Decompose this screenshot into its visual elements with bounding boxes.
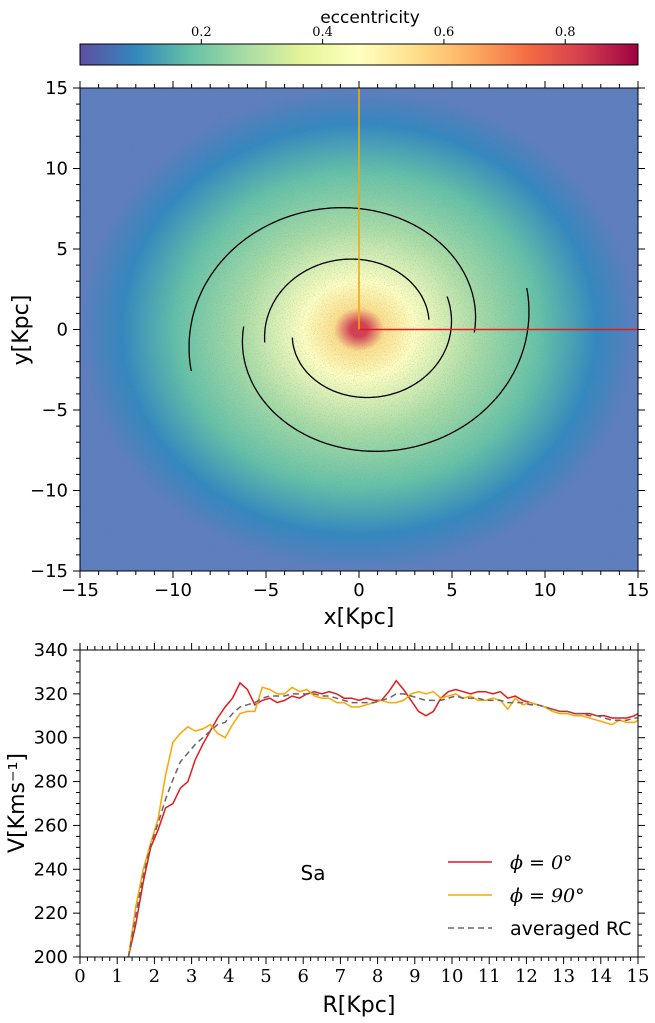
colorbar-label: eccentricity bbox=[320, 8, 420, 28]
rc-y-tick-label: 240 bbox=[34, 859, 68, 880]
rc-x-tick-label: 6 bbox=[297, 966, 308, 987]
x-tick-label: −10 bbox=[154, 580, 192, 601]
x-tick-label: 10 bbox=[534, 580, 557, 601]
y-tick-label: 5 bbox=[57, 239, 68, 260]
scatter-x-label: x[Kpc] bbox=[324, 605, 395, 630]
rc-series-line-0 bbox=[127, 679, 638, 957]
colorbar-tick-label: 0.6 bbox=[434, 25, 455, 40]
rc-y-tick-label: 340 bbox=[34, 640, 68, 661]
rc-y-tick-label: 200 bbox=[34, 947, 68, 968]
rc-x-tick-label: 7 bbox=[335, 966, 346, 987]
scatter-panel: −15 −10 −5 0 5 10 15 −15 −10 −5 0 5 10 15 x[Kpc] y[Kp… bbox=[9, 78, 649, 630]
rc-x-tick-label: 11 bbox=[478, 966, 501, 987]
rc-x-tick-label: 13 bbox=[552, 966, 575, 987]
y-tick-label: −10 bbox=[30, 481, 68, 502]
y-tick-label: −15 bbox=[30, 561, 68, 582]
scatter-axes: −15 −10 −5 0 5 10 15 −15 −10 −5 0 5 10 15 bbox=[30, 78, 649, 601]
legend-label-2: averaged RC bbox=[510, 918, 631, 940]
rc-series-line-1 bbox=[127, 686, 638, 957]
rc-x-tick-label: 3 bbox=[186, 966, 197, 987]
colorbar-tick-label: 0.4 bbox=[312, 25, 333, 40]
x-tick-label: 5 bbox=[446, 580, 457, 601]
rc-x-tick-label: 1 bbox=[111, 966, 122, 987]
rc-y-tick-label: 300 bbox=[34, 728, 68, 749]
rc-x-tick-label: 12 bbox=[515, 966, 538, 987]
legend-label-0: ϕ = 0° bbox=[510, 852, 573, 874]
colorbar-ticks: 0.2 0.4 0.6 0.8 bbox=[191, 25, 576, 44]
x-tick-label: 15 bbox=[627, 580, 650, 601]
spiral-arm-inner-2 bbox=[291, 296, 453, 399]
legend-label-1: ϕ = 90° bbox=[510, 885, 585, 907]
colorbar: eccentricity 0.2 0.4 0.6 0.8 bbox=[79, 8, 639, 66]
rc-y-label: V[Kms⁻¹] bbox=[5, 753, 30, 853]
rc-x-tick-label: 0 bbox=[74, 966, 85, 987]
rc-plot-area bbox=[80, 650, 638, 957]
rc-x-tick-label: 2 bbox=[149, 966, 160, 987]
x-tick-label: −15 bbox=[61, 580, 99, 601]
rotation-curve-panel: 0 1 2 3 4 5 6 7 8 9 10 11 12 13 14 15200220240260280300… bbox=[5, 640, 649, 1018]
rc-x-tick-label: 5 bbox=[260, 966, 271, 987]
spiral-arm-outer-2 bbox=[241, 287, 530, 452]
colorbar-tick-label: 0.2 bbox=[191, 25, 212, 40]
rc-y-tick-label: 260 bbox=[34, 815, 68, 836]
spiral-arm-outer bbox=[188, 207, 477, 372]
rc-y-tick-label: 280 bbox=[34, 772, 68, 793]
y-tick-label: −5 bbox=[41, 400, 68, 421]
rc-series bbox=[127, 679, 638, 957]
rc-legend: ϕ = 0° ϕ = 90° averaged RC bbox=[448, 852, 631, 940]
overlay-lines bbox=[188, 88, 638, 452]
rc-x-tick-label: 8 bbox=[372, 966, 383, 987]
colorbar-gradient bbox=[79, 43, 639, 66]
scatter-y-label: y[Kpc] bbox=[9, 295, 34, 366]
rc-x-tick-label: 14 bbox=[589, 966, 612, 987]
spiral-arm-inner bbox=[263, 258, 430, 343]
rc-series-line-2 bbox=[127, 693, 638, 957]
rc-axes: 0 1 2 3 4 5 6 7 8 9 10 11 12 13 14 15200220240260280300… bbox=[34, 640, 650, 987]
y-tick-label: 10 bbox=[45, 159, 68, 180]
x-tick-label: 0 bbox=[353, 580, 364, 601]
rc-x-label: R[Kpc] bbox=[323, 993, 396, 1018]
rc-x-tick-label: 4 bbox=[223, 966, 234, 987]
y-tick-label: 15 bbox=[45, 78, 68, 99]
y-tick-label: 0 bbox=[57, 320, 68, 341]
rc-y-tick-label: 320 bbox=[34, 684, 68, 705]
rc-x-tick-label: 9 bbox=[409, 966, 420, 987]
rc-x-tick-label: 10 bbox=[441, 966, 464, 987]
rc-x-tick-label: 15 bbox=[627, 966, 650, 987]
x-tick-label: −5 bbox=[253, 580, 280, 601]
colorbar-tick-label: 0.8 bbox=[555, 25, 576, 40]
rc-y-tick-label: 220 bbox=[34, 903, 68, 924]
rc-annotation: Sa bbox=[301, 861, 326, 885]
